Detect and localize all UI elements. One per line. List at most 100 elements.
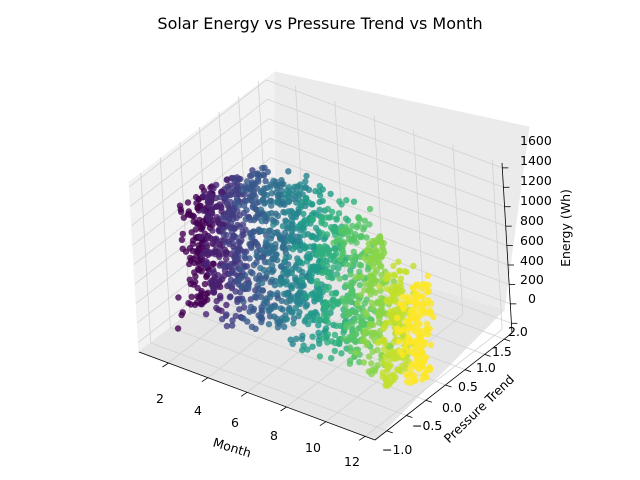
data-point [371,245,378,252]
data-point [327,224,335,231]
data-point [350,248,357,255]
data-point [220,213,227,221]
z-tick-label: 400 [520,253,544,268]
data-point [244,178,251,185]
data-point [223,255,230,263]
data-point [251,293,259,300]
data-point [330,264,337,271]
data-point [368,333,376,340]
data-point [343,197,350,204]
data-point [386,311,393,318]
data-point [234,296,241,303]
data-point [302,243,309,250]
data-point [298,277,306,284]
data-point [419,376,426,383]
data-point [294,233,301,240]
data-point [362,308,369,315]
data-point [343,321,351,328]
x-tick-label: 2 [156,391,164,406]
data-point [226,204,234,212]
data-point [341,274,349,281]
data-point [218,316,226,323]
data-point [387,351,394,358]
data-point [253,240,260,247]
data-point [410,348,417,356]
data-point [198,301,205,308]
data-point [231,178,238,185]
data-point [352,349,360,356]
data-point [358,273,365,280]
data-point [380,346,388,353]
data-point [176,202,184,209]
data-point [248,172,255,179]
data-point [229,317,236,324]
data-point [270,221,277,228]
data-point [423,320,431,327]
data-point [323,316,330,323]
axes [138,162,518,441]
data-point [226,270,233,278]
data-point [218,188,225,196]
data-point [295,312,302,320]
data-point [229,322,236,329]
z-tick-label: 1000 [520,193,552,208]
chart-title: Solar Energy vs Pressure Trend vs Month [157,14,482,33]
data-point [210,260,217,267]
data-point [316,353,324,360]
data-point [301,231,308,238]
data-point [402,344,409,351]
y-tick-label: 0.5 [458,379,478,394]
data-point [225,185,232,192]
data-point [293,335,300,342]
data-point [258,279,266,287]
data-point [404,298,411,305]
data-point [241,253,248,260]
data-point [390,338,398,346]
z-tick-label: 800 [520,213,544,228]
data-point [336,275,343,282]
data-point [286,307,293,315]
data-point [237,266,244,273]
data-point [356,281,364,289]
data-point [301,218,308,225]
data-point [190,213,197,220]
data-point [226,281,233,288]
data-point [366,221,373,228]
gridline [129,79,267,188]
data-point [333,244,340,252]
data-point [274,212,282,219]
gridline [452,144,464,315]
data-point [222,194,229,201]
data-point [223,301,230,309]
data-point [178,311,185,319]
data-point [204,215,212,222]
data-point [407,309,414,317]
data-point [356,261,363,268]
data-point [210,185,217,192]
data-point [330,239,337,246]
data-point [213,297,220,305]
data-point [360,359,367,366]
data-point [342,215,350,222]
data-point [265,259,272,266]
data-point [198,225,205,233]
data-point [346,344,354,351]
x-tick [358,436,366,441]
data-point [331,347,338,355]
data-point [269,256,277,263]
data-point [362,280,369,288]
data-point [200,207,207,214]
data-point [243,207,250,214]
data-point [383,297,390,304]
data-point [245,285,252,293]
data-point [258,217,265,225]
data-point [353,273,360,281]
data-point [192,193,200,201]
y-tick-labels: −1.0 −0.5 0.0 0.5 1.0 1.5 2.0 [382,324,528,457]
data-point [184,199,192,206]
data-point [194,258,202,265]
data-point [246,240,253,248]
data-point [380,325,387,332]
data-point [197,233,204,241]
gridline [150,342,387,432]
